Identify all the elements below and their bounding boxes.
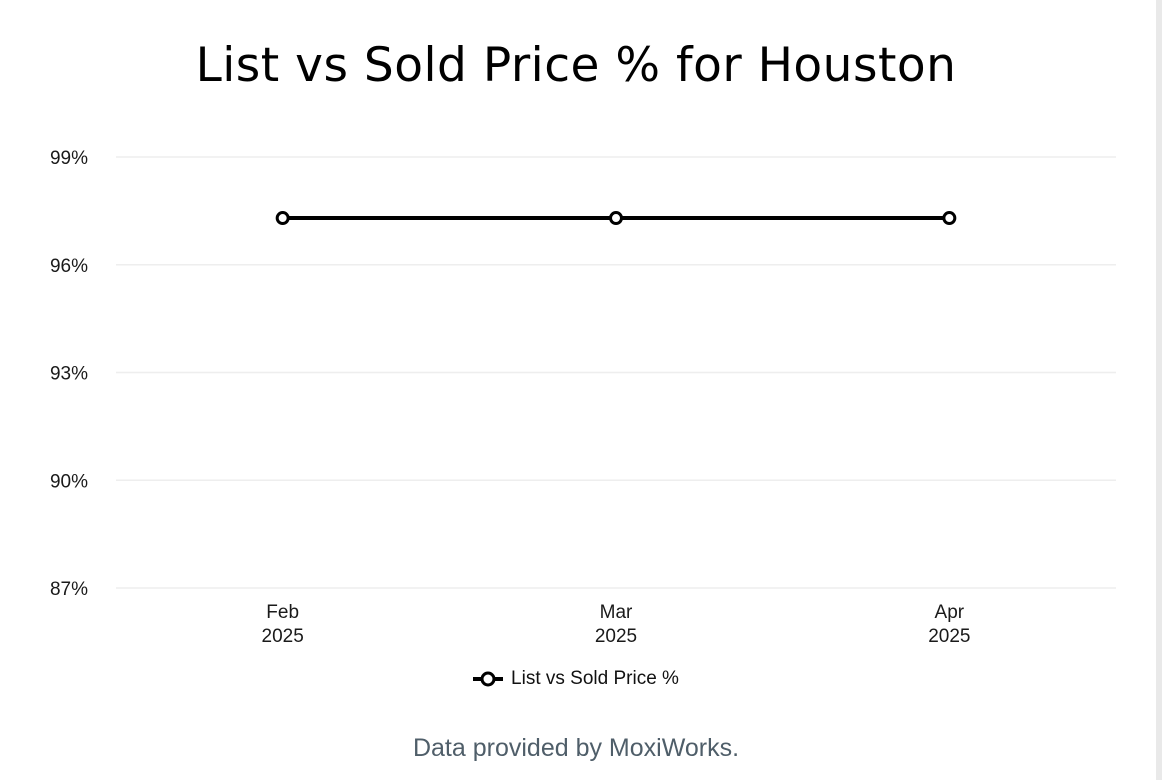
- x-tick-label: 2025: [928, 626, 970, 647]
- chart-title: List vs Sold Price % for Houston: [195, 38, 957, 93]
- data-point[interactable]: [609, 211, 623, 226]
- data-point[interactable]: [275, 211, 290, 226]
- y-axis-ticks: 87% 90% 93% 96% 99%: [50, 148, 88, 600]
- x-tick-label: Mar: [600, 602, 633, 623]
- legend-line-marker-icon: [473, 671, 504, 687]
- line-chart: 87% 90% 93% 96% 99% Feb 2025 Mar 2025 Apr 2025: [50, 148, 1116, 647]
- y-tick-label: 93%: [50, 364, 88, 385]
- y-tick-label: 96%: [50, 256, 88, 277]
- x-tick-label: Feb: [266, 602, 299, 623]
- x-tick-label: Apr: [935, 602, 965, 623]
- x-tick-label: 2025: [262, 626, 304, 647]
- data-point[interactable]: [942, 211, 957, 226]
- chart-legend: List vs Sold Price %: [0, 668, 1152, 690]
- x-axis-ticks: Feb 2025 Mar 2025 Apr 2025: [262, 602, 971, 647]
- x-tick-label: 2025: [595, 626, 637, 647]
- legend-label: List vs Sold Price %: [511, 668, 679, 689]
- series-layer: [275, 211, 957, 226]
- y-tick-label: 90%: [50, 471, 88, 492]
- y-tick-label: 87%: [50, 579, 88, 600]
- page-edge-strip: [1156, 0, 1162, 780]
- data-credit: Data provided by MoxiWorks.: [412, 734, 740, 762]
- y-tick-label: 99%: [50, 148, 88, 169]
- grid-layer: [116, 156, 1116, 589]
